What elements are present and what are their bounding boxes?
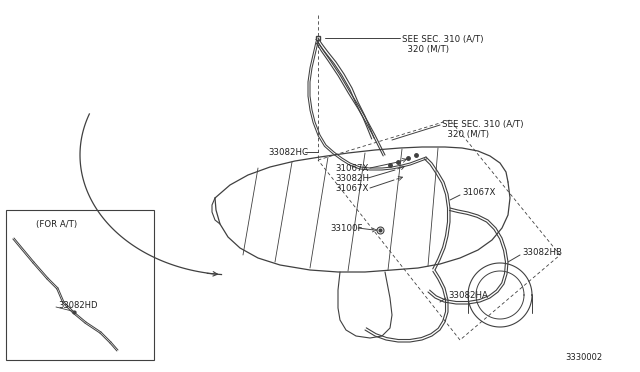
Text: SEE SEC. 310 (A/T)
  320 (M/T): SEE SEC. 310 (A/T) 320 (M/T) bbox=[442, 120, 524, 140]
Text: 31067X: 31067X bbox=[462, 187, 495, 196]
Text: SEE SEC. 310 (A/T)
  320 (M/T): SEE SEC. 310 (A/T) 320 (M/T) bbox=[402, 35, 483, 54]
Text: 33082H: 33082H bbox=[335, 173, 369, 183]
Text: 33082HD: 33082HD bbox=[58, 301, 97, 310]
Text: 33082HA: 33082HA bbox=[448, 291, 488, 299]
Text: 31067X: 31067X bbox=[335, 183, 369, 192]
Text: 3330002: 3330002 bbox=[565, 353, 602, 362]
Text: 33100F: 33100F bbox=[330, 224, 362, 232]
Text: 33082HB: 33082HB bbox=[522, 247, 562, 257]
Text: (FOR A/T): (FOR A/T) bbox=[36, 219, 77, 228]
Text: 31067X: 31067X bbox=[335, 164, 369, 173]
Text: 33082HC: 33082HC bbox=[268, 148, 308, 157]
Bar bbox=[6, 210, 154, 360]
